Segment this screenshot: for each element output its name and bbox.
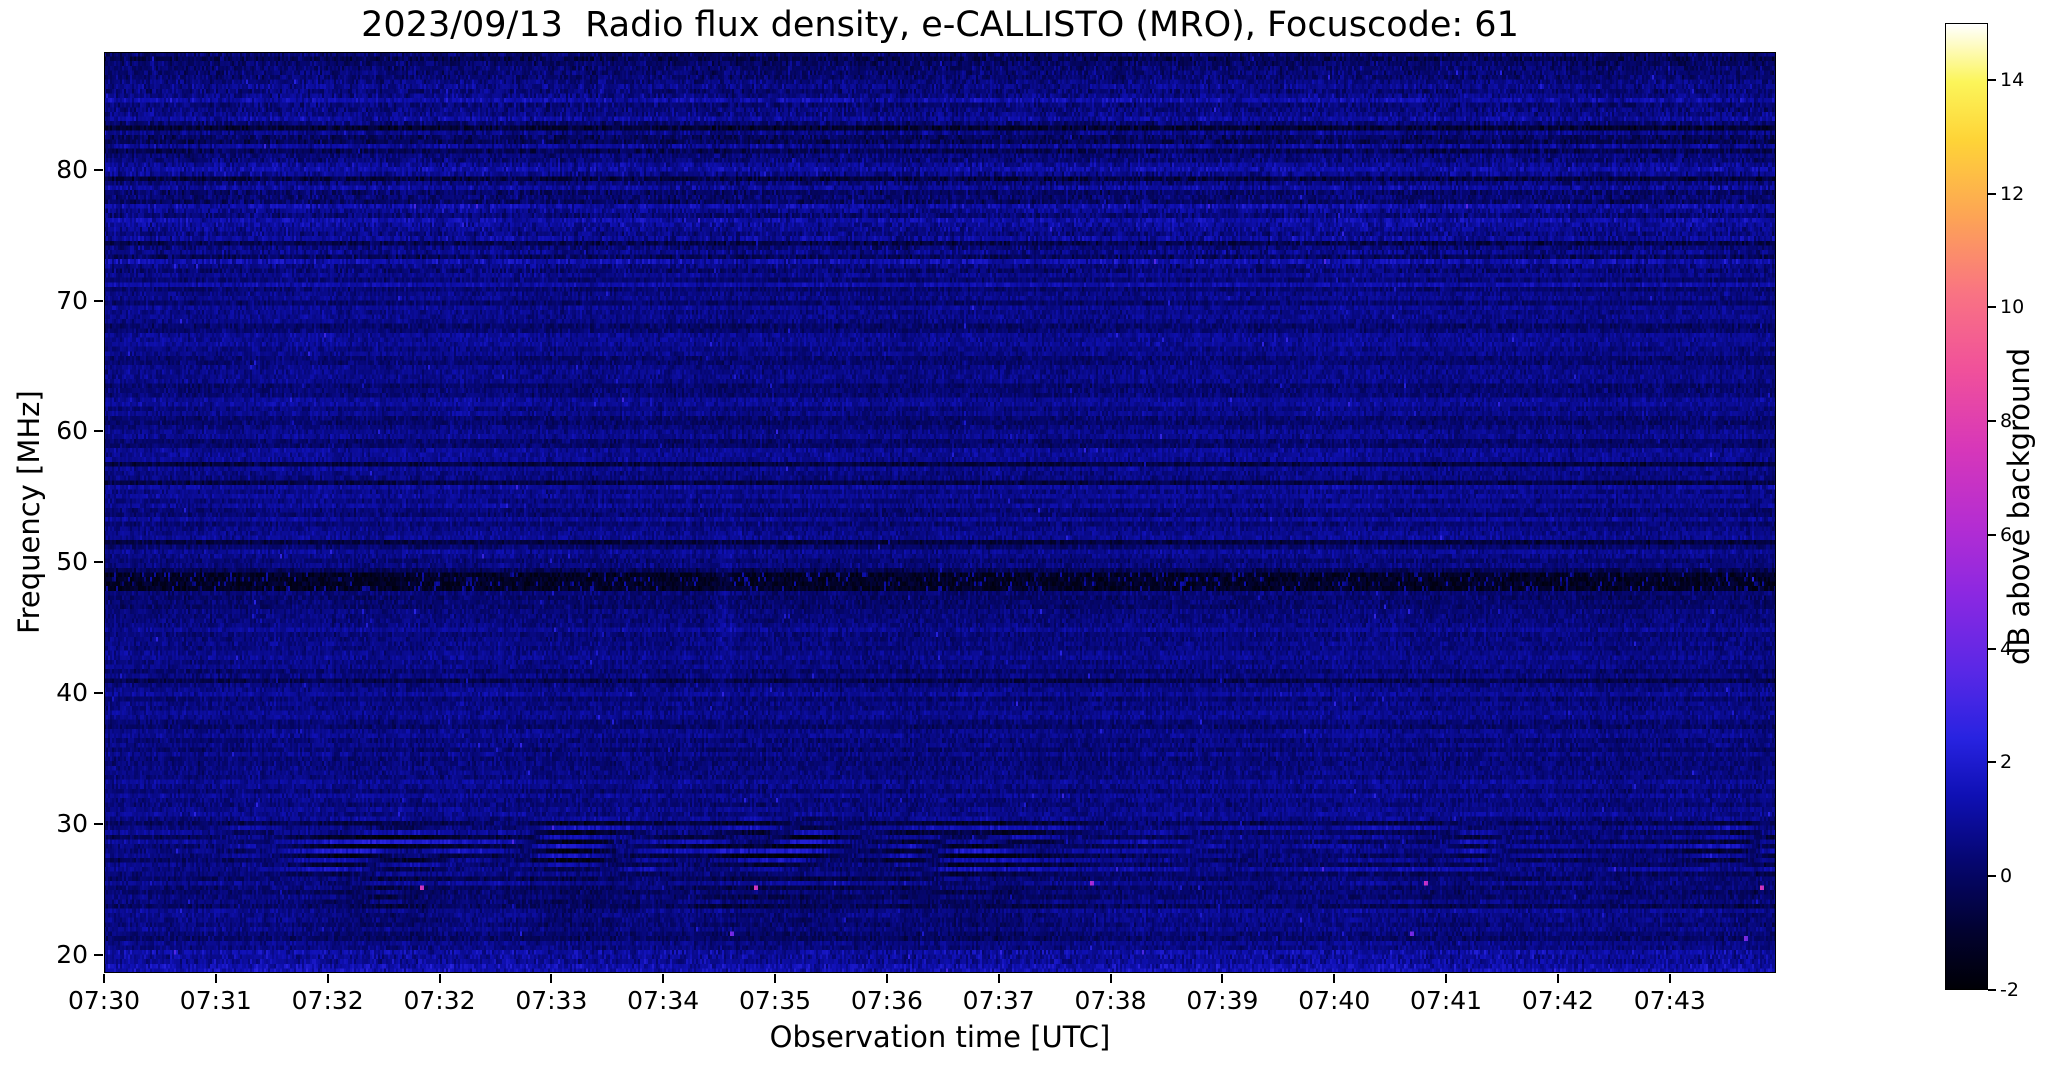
x-tick-mark [1668, 974, 1671, 983]
y-tick-label: 70 [56, 285, 88, 315]
y-tick-label: 30 [56, 808, 88, 838]
x-tick-mark [1333, 974, 1336, 983]
x-tick-mark [774, 974, 777, 983]
colorbar-tick-label: 4 [2000, 637, 2013, 660]
x-tick-mark [1556, 974, 1559, 983]
colorbar-tick-label: 6 [2000, 523, 2013, 546]
x-tick-mark [662, 974, 665, 983]
x-tick-label: 07:32 [291, 986, 364, 1015]
y-tick-label: 40 [56, 678, 88, 708]
x-tick-label: 07:42 [1521, 986, 1594, 1015]
colorbar-tick-mark [1988, 761, 1996, 764]
colorbar-tick-mark [1988, 78, 1996, 81]
x-tick-mark [550, 974, 553, 983]
x-tick-mark [103, 974, 105, 983]
y-tick-mark [94, 299, 103, 302]
y-tick-mark [94, 561, 103, 564]
colorbar-tick-label: -2 [2000, 979, 2019, 1001]
x-tick-label: 07:32 [403, 986, 476, 1015]
colorbar-tick-label: 14 [2000, 68, 2025, 91]
colorbar-gradient [1945, 23, 1988, 990]
x-tick-mark [885, 974, 888, 983]
y-tick-mark [94, 692, 103, 695]
colorbar-tick-mark [1988, 647, 1996, 650]
y-tick-mark [94, 430, 103, 433]
colorbar-tick-mark [1988, 306, 1996, 309]
spectrogram-canvas [104, 52, 1776, 973]
colorbar-tick-label: 12 [2000, 182, 2025, 205]
x-tick-label: 07:38 [1074, 986, 1147, 1015]
x-axis-label: Observation time [UTC] [769, 1020, 1111, 1054]
y-tick-label: 20 [56, 939, 88, 969]
y-tick-mark [94, 953, 103, 956]
colorbar-label: dB above background [2002, 347, 2036, 666]
x-tick-label: 07:30 [67, 986, 141, 1015]
y-tick-label: 60 [56, 416, 88, 446]
x-tick-label: 07:40 [1298, 986, 1371, 1015]
chart-title: 2023/09/13 Radio flux density, e-CALLIST… [361, 5, 1519, 45]
colorbar-tick-label: 8 [2000, 410, 2013, 433]
x-tick-mark [1109, 974, 1112, 983]
x-tick-label: 07:33 [515, 986, 588, 1015]
x-tick-label: 07:35 [739, 986, 812, 1015]
x-tick-label: 07:39 [1186, 986, 1259, 1015]
colorbar-tick-label: 10 [2000, 296, 2025, 319]
x-tick-label: 07:37 [962, 986, 1035, 1015]
x-tick-label: 07:31 [179, 986, 252, 1015]
x-tick-mark [1221, 974, 1224, 983]
x-tick-label: 07:34 [627, 986, 700, 1015]
colorbar-tick-mark [1988, 192, 1996, 195]
y-tick-label: 50 [56, 547, 88, 577]
y-tick-mark [94, 168, 103, 171]
colorbar-tick-mark [1988, 420, 1996, 423]
x-tick-mark [438, 974, 441, 983]
colorbar-tick-mark [1988, 989, 1996, 991]
colorbar-tick-label: 0 [2000, 865, 2013, 888]
x-tick-label: 07:36 [850, 986, 923, 1015]
x-tick-label: 07:41 [1410, 986, 1483, 1015]
x-tick-label: 07:43 [1633, 986, 1706, 1015]
colorbar-tick-mark [1988, 533, 1996, 536]
x-tick-mark [997, 974, 1000, 983]
x-tick-mark [1445, 974, 1448, 983]
colorbar-tick-label: 2 [2000, 751, 2013, 774]
x-tick-mark [214, 974, 217, 983]
colorbar-tick-mark [1988, 875, 1996, 878]
x-tick-mark [326, 974, 329, 983]
y-tick-label: 80 [56, 154, 88, 184]
y-tick-mark [94, 822, 103, 825]
